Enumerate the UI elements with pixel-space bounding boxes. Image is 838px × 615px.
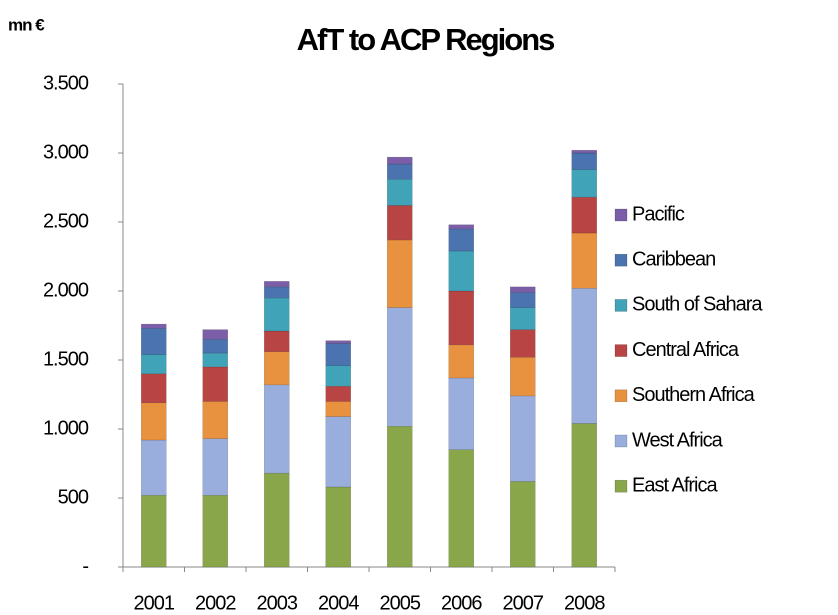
legend-label: West Africa xyxy=(632,429,724,451)
bar-segment xyxy=(264,286,290,299)
bar-segment xyxy=(571,196,597,234)
bar-segment xyxy=(387,205,413,241)
bar-segment xyxy=(510,307,536,330)
x-tick-label: 2005 xyxy=(380,592,421,614)
x-tick-label: 2007 xyxy=(503,592,544,614)
bar-segment xyxy=(448,449,474,568)
bar-segment xyxy=(141,494,167,568)
y-tick-label: 1.500 xyxy=(43,348,89,370)
x-tick-label: 2003 xyxy=(257,592,298,614)
bar-segment xyxy=(448,344,474,379)
bar-segment xyxy=(571,423,597,568)
bar-segment xyxy=(448,224,474,230)
bar-segment xyxy=(325,340,351,344)
bar-segment xyxy=(264,281,290,288)
legend-label: Central Africa xyxy=(632,339,740,361)
bar-segment xyxy=(387,163,413,180)
bar-segment xyxy=(264,351,290,386)
legend-swatch xyxy=(614,299,628,312)
bar-segment xyxy=(264,330,290,352)
bar-segment xyxy=(141,328,167,355)
bar-segment xyxy=(264,297,290,332)
bar-segment xyxy=(448,250,474,292)
bar-segment xyxy=(387,307,413,427)
y-tick-label: 3.500 xyxy=(43,72,89,94)
bar-segment xyxy=(448,290,474,346)
legend-label: Southern Africa xyxy=(632,384,756,406)
bar-segment xyxy=(141,323,167,329)
bar-segment xyxy=(510,356,536,397)
y-tick-label: 2.500 xyxy=(43,210,89,232)
bar-segment xyxy=(141,373,167,404)
y-tick-label: 2.000 xyxy=(43,279,89,301)
y-tick-label: 1.000 xyxy=(43,417,89,439)
bar-segment xyxy=(202,401,228,439)
bar-segment xyxy=(202,366,228,402)
bar-segment xyxy=(202,339,228,354)
bar-segment xyxy=(448,228,474,252)
legend-swatch xyxy=(614,389,628,403)
bar-segment xyxy=(571,152,597,170)
legend-label: East Africa xyxy=(632,474,718,496)
bar-segment xyxy=(325,343,351,366)
legend-label: South of Sahara xyxy=(632,294,763,316)
bar-segment xyxy=(571,232,597,289)
y-tick-label: 500 xyxy=(58,486,89,508)
bar-segment xyxy=(325,385,351,402)
bar-segment xyxy=(571,287,597,424)
y-tick-label: 3.000 xyxy=(43,141,89,163)
legend-label: Caribbean xyxy=(632,248,715,270)
bar-segment xyxy=(202,494,228,568)
x-tick-label: 2004 xyxy=(318,592,359,614)
x-tick-label: 2008 xyxy=(564,592,605,614)
y-tick-label: - xyxy=(82,555,88,577)
x-tick-label: 2006 xyxy=(441,592,482,614)
bar-segment xyxy=(571,149,597,154)
legend-swatch xyxy=(614,253,628,267)
bar-segment xyxy=(387,178,413,206)
bar-segment xyxy=(325,416,351,488)
legend-label: Pacific xyxy=(632,203,685,225)
bar-segment xyxy=(264,384,290,474)
bar-segment xyxy=(571,169,597,198)
bar-segment xyxy=(387,239,413,308)
bar-segment xyxy=(141,439,167,496)
bar-segment xyxy=(325,365,351,387)
x-tick-label: 2002 xyxy=(195,592,236,614)
bar-segment xyxy=(510,395,536,482)
bar-segment xyxy=(510,292,536,308)
bar-segment xyxy=(510,481,536,568)
chart-title: AfT to ACP Regions xyxy=(297,22,555,57)
bar-segment xyxy=(325,486,351,568)
bar-segment xyxy=(387,425,413,568)
legend-swatch xyxy=(614,208,628,222)
bar-segment xyxy=(202,438,228,496)
bar-segment xyxy=(510,286,536,293)
legend-swatch xyxy=(614,479,628,493)
bar-segment xyxy=(141,402,167,441)
legend-swatch xyxy=(614,434,628,448)
bar-segment xyxy=(202,329,228,340)
bar-segment xyxy=(141,354,167,375)
x-tick-label: 2001 xyxy=(134,592,175,614)
bar-segment xyxy=(448,377,474,450)
unit-label: mn € xyxy=(8,15,45,34)
bar-segment xyxy=(264,472,290,568)
bar-segment xyxy=(387,156,413,165)
bar-segment xyxy=(202,352,228,368)
bar-segment xyxy=(510,329,536,358)
legend-swatch xyxy=(614,344,628,357)
bar-segment xyxy=(325,401,351,417)
